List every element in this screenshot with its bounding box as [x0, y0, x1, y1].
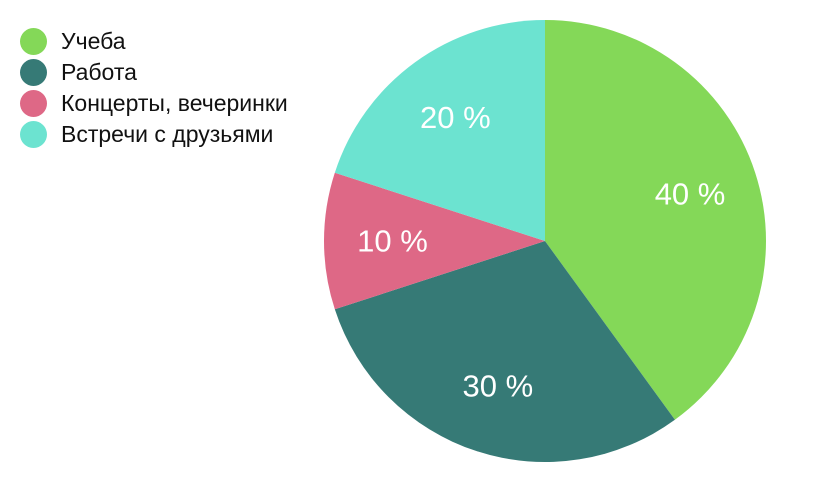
pie-slice-study [545, 20, 766, 420]
pie-slice-concerts [324, 172, 545, 310]
legend-item-friends: Встречи с друзьями [20, 119, 288, 150]
legend-label-concerts: Концерты, вечеринки [61, 90, 288, 116]
chart-legend: Учеба Работа Концерты, вечеринки Встречи… [20, 26, 288, 150]
pie-slice-friends [334, 20, 545, 241]
legend-swatch-concerts [20, 90, 47, 117]
pie-value-label-concerts: 10 % [357, 224, 428, 259]
legend-item-work: Работа [20, 57, 288, 88]
legend-label-study: Учеба [61, 28, 126, 54]
legend-swatch-study [20, 28, 47, 55]
legend-swatch-friends [20, 121, 47, 148]
legend-swatch-work [20, 59, 47, 86]
legend-item-study: Учеба [20, 26, 288, 57]
legend-item-concerts: Концерты, вечеринки [20, 88, 288, 119]
pie-value-labels: 40 % 30 % 10 % 20 % [357, 100, 725, 403]
pie-value-label-friends: 20 % [420, 100, 491, 135]
pie-slices [324, 20, 766, 462]
pie-value-label-work: 30 % [463, 369, 534, 404]
pie-slice-work [334, 241, 675, 462]
legend-label-friends: Встречи с друзьями [61, 121, 274, 147]
pie-value-label-study: 40 % [655, 176, 726, 211]
legend-label-work: Работа [61, 59, 137, 85]
